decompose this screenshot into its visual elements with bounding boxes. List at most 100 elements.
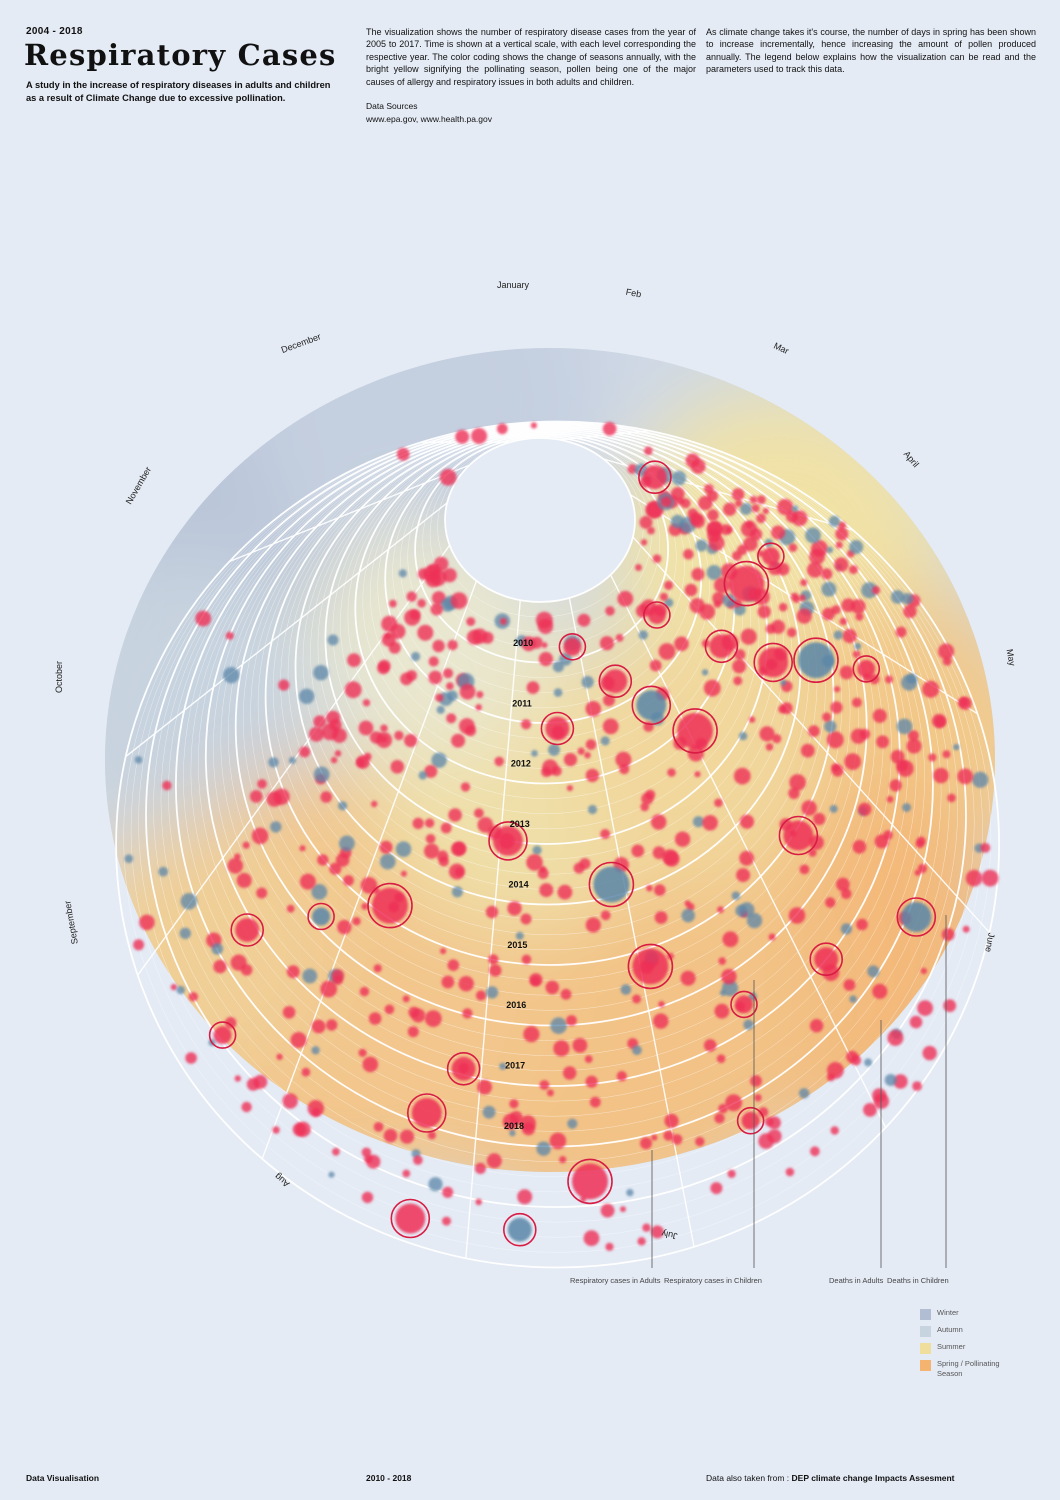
case-dot [440,948,447,955]
case-dot [844,753,862,770]
case-dot [185,1052,197,1064]
case-dot [651,814,667,830]
case-dot [640,802,649,812]
case-dot [585,739,597,750]
case-dot [475,990,487,1001]
death-dot [632,948,669,985]
death-dot [603,669,628,694]
case-dot [722,593,736,608]
case-dot [714,577,731,594]
case-dot [450,592,468,609]
case-dot [717,906,724,914]
case-dot [830,1126,839,1135]
case-dot [821,581,837,597]
case-dot [708,534,725,551]
case-dot [431,752,447,768]
case-dot [805,527,821,544]
case-dot [378,659,391,672]
case-dot [474,808,484,819]
case-dot [890,590,905,604]
case-dot [778,705,787,714]
case-dot [373,1122,384,1132]
case-dot [462,1008,473,1019]
case-dot [170,983,178,991]
case-dot [442,1216,451,1226]
case-dot [792,595,801,604]
year-label: 2017 [505,1061,525,1071]
case-dot [843,979,856,991]
case-dot [474,1162,486,1174]
death-ring [540,711,575,746]
case-dot [509,1129,516,1137]
case-dot [903,604,917,619]
case-dot [863,1103,877,1117]
case-dot [253,1074,268,1089]
case-dot [472,628,488,644]
legend-label: Autumn [937,1325,963,1334]
case-dot [652,846,666,860]
case-dot [176,985,185,995]
case-dot [162,780,172,791]
legend-item-winter: Winter [920,1308,1040,1320]
case-dot [887,1029,904,1046]
case-dot [546,1089,554,1097]
case-dot [735,499,743,507]
case-dot [908,730,919,741]
case-dot [600,736,610,746]
case-dot [841,598,856,613]
case-dot [234,1075,241,1082]
case-dot [418,771,428,780]
case-dot [645,789,656,800]
case-dot [822,712,832,722]
case-dot [727,1169,736,1178]
case-dot [788,787,800,799]
case-dot [640,1137,652,1150]
case-dot [158,866,169,877]
case-dot [743,1019,754,1030]
case-dot [605,606,615,616]
case-dot [295,1121,311,1137]
case-dot [735,904,748,917]
case-dot [440,822,452,834]
month-label: December [280,331,322,355]
case-dot [644,446,653,456]
case-dot [943,999,957,1013]
case-dot [530,636,543,649]
case-dot [532,845,542,855]
case-dot [739,850,754,866]
case-dot [521,954,532,965]
case-dot [332,728,347,743]
case-dot [537,618,554,635]
case-dot [723,502,737,516]
case-dot [861,582,878,599]
case-dot [965,869,983,887]
case-dot [451,733,466,748]
case-dot [225,631,234,640]
case-dot [496,423,508,435]
case-dot [906,673,917,684]
case-dot [732,659,747,674]
case-dot [849,995,857,1003]
case-dot [962,925,970,933]
case-dot [301,1067,311,1077]
case-dot [402,1169,411,1178]
case-dot [446,713,457,724]
case-dot [856,918,868,931]
case-dot [640,539,648,546]
case-dot [901,593,914,605]
case-dot [958,697,969,708]
case-dot [859,728,871,740]
case-dot [825,897,836,908]
case-dot [526,854,543,871]
case-dot [328,1171,335,1178]
case-dot [286,904,295,913]
death-dot [235,918,260,942]
case-dot [619,764,630,775]
case-dot [566,785,574,792]
footer-left: Data Visualisation [26,1473,100,1483]
case-dot [313,766,330,783]
case-dot [692,816,705,828]
case-dot [605,1242,614,1251]
case-dot [517,1189,533,1205]
case-dot [361,1191,374,1204]
